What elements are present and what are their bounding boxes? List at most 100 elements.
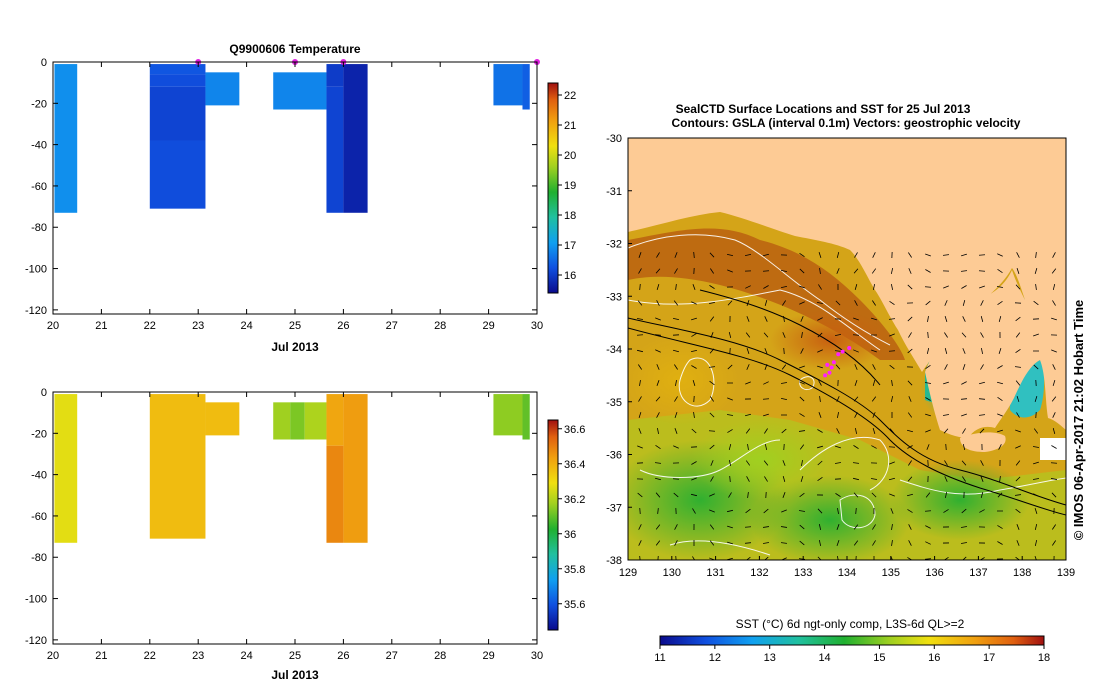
velocity-vector bbox=[1034, 268, 1038, 274]
velocity-vector bbox=[763, 413, 769, 417]
velocity-vector bbox=[853, 445, 859, 449]
velocity-vector bbox=[691, 301, 697, 305]
colorbar-tick-label: 36 bbox=[564, 529, 576, 541]
velocity-vector bbox=[1052, 283, 1056, 291]
velocity-vector bbox=[1034, 556, 1037, 560]
velocity-vector bbox=[708, 366, 716, 368]
gulf-st-vincent-water bbox=[1010, 360, 1045, 418]
map-x-tick-label: 138 bbox=[1013, 567, 1031, 579]
sst-colorbar-tick-label: 13 bbox=[764, 652, 776, 664]
velocity-vector bbox=[727, 300, 733, 306]
velocity-vector bbox=[854, 364, 858, 370]
velocity-vector bbox=[674, 524, 678, 530]
sst-map-panel: SealCTD Surface Locations and SST for 25… bbox=[606, 102, 1086, 664]
velocity-vector bbox=[780, 542, 788, 544]
geostrophic-velocity-vectors bbox=[636, 251, 1058, 560]
velocity-vector bbox=[709, 412, 715, 418]
velocity-vector bbox=[636, 318, 644, 320]
temperature-section-panel: Q9900606 Temperature 0 -20 -40 -60 -80 -100 -1… bbox=[25, 42, 576, 354]
velocity-vector bbox=[962, 348, 966, 354]
sst-region-warm-eddy bbox=[628, 335, 740, 425]
velocity-vector bbox=[836, 428, 840, 434]
velocity-vector bbox=[1015, 508, 1021, 514]
y-tick-label: -20 bbox=[31, 98, 47, 110]
velocity-vector bbox=[854, 380, 858, 386]
velocity-vector bbox=[800, 348, 804, 354]
x-tick-label: 24 bbox=[240, 320, 252, 332]
velocity-vector bbox=[637, 300, 643, 306]
velocity-vector bbox=[672, 318, 680, 320]
velocity-vector bbox=[691, 428, 697, 434]
velocity-vector bbox=[746, 348, 750, 354]
velocity-vector bbox=[801, 331, 803, 339]
velocity-vector bbox=[1033, 493, 1039, 497]
velocity-vector bbox=[1015, 556, 1021, 560]
salinity-x-axis-label: Jul 2013 bbox=[271, 668, 319, 682]
velocity-vector bbox=[745, 508, 751, 514]
velocity-vector bbox=[1034, 508, 1038, 514]
velocity-vector bbox=[924, 558, 932, 560]
velocity-vector bbox=[710, 268, 714, 274]
velocity-vector bbox=[780, 526, 788, 528]
velocity-vector bbox=[1050, 478, 1058, 480]
y-tick-label: -60 bbox=[31, 511, 47, 523]
velocity-vector bbox=[781, 428, 787, 434]
velocity-vector bbox=[656, 300, 660, 306]
velocity-vector bbox=[639, 507, 641, 515]
velocity-vector bbox=[674, 364, 678, 370]
seal-location-marker bbox=[836, 352, 841, 357]
velocity-vector bbox=[834, 334, 842, 336]
velocity-vector bbox=[637, 364, 643, 370]
velocity-vector bbox=[962, 476, 966, 482]
velocity-vector bbox=[1015, 460, 1021, 466]
y-tick-label: -120 bbox=[25, 305, 47, 317]
profile-cell bbox=[326, 445, 344, 543]
velocity-vector bbox=[764, 364, 768, 370]
profile-cell bbox=[326, 86, 344, 213]
velocity-vector bbox=[710, 460, 714, 466]
imos-credit: © IMOS 06-Apr-2017 21:02 Hobart Time bbox=[1071, 300, 1086, 541]
sst-colorbar-tick-label: 14 bbox=[818, 652, 830, 664]
velocity-vector bbox=[709, 493, 715, 497]
velocity-vector bbox=[691, 477, 697, 481]
velocity-vector bbox=[727, 525, 733, 529]
velocity-vector bbox=[781, 509, 787, 513]
map-area bbox=[628, 138, 1066, 560]
velocity-vector bbox=[818, 539, 822, 547]
velocity-vector bbox=[926, 444, 930, 450]
velocity-vector bbox=[763, 285, 769, 289]
profile-cell bbox=[290, 402, 305, 440]
velocity-vector bbox=[871, 268, 877, 274]
velocity-vector bbox=[764, 300, 768, 306]
velocity-vector bbox=[980, 460, 984, 466]
velocity-vector bbox=[925, 253, 931, 257]
velocity-vector bbox=[927, 315, 929, 323]
velocity-vector bbox=[1034, 523, 1038, 531]
velocity-vector bbox=[997, 413, 1003, 417]
velocity-vector bbox=[871, 445, 877, 449]
map-y-tick-label: -36 bbox=[606, 450, 622, 462]
velocity-vector bbox=[908, 524, 912, 530]
map-y-tick-label: -33 bbox=[606, 291, 622, 303]
velocity-vector bbox=[889, 493, 895, 497]
velocity-vector bbox=[673, 492, 679, 498]
velocity-vector bbox=[978, 398, 986, 400]
velocity-vector bbox=[906, 493, 914, 497]
velocity-vector bbox=[943, 509, 949, 513]
x-tick-label: 30 bbox=[531, 650, 543, 662]
velocity-vector bbox=[655, 396, 661, 402]
velocity-vector bbox=[656, 284, 660, 290]
velocity-vector bbox=[764, 556, 769, 560]
velocity-vector bbox=[727, 269, 733, 273]
velocity-vector bbox=[799, 365, 805, 369]
velocity-vector bbox=[799, 301, 805, 305]
map-x-tick-label: 130 bbox=[663, 567, 681, 579]
velocity-vector bbox=[924, 382, 932, 384]
velocity-vector bbox=[1015, 476, 1021, 482]
velocity-vector bbox=[890, 267, 894, 275]
velocity-vector bbox=[836, 396, 840, 402]
velocity-vector bbox=[709, 285, 715, 289]
velocity-vector bbox=[891, 379, 893, 387]
velocity-vector bbox=[710, 476, 714, 482]
